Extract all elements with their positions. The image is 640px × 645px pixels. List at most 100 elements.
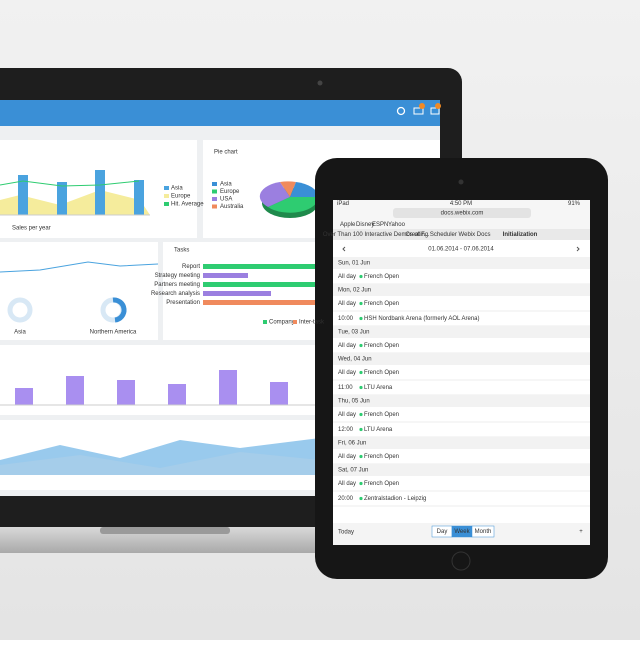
chat-icon[interactable] bbox=[430, 107, 440, 115]
bar bbox=[203, 264, 318, 269]
event-title[interactable]: LTU Arena bbox=[364, 427, 393, 433]
legend-swatch bbox=[212, 204, 217, 209]
event-dot bbox=[359, 412, 363, 417]
legend-label: Europe bbox=[220, 189, 240, 195]
nav-next[interactable] bbox=[576, 246, 580, 252]
event-title[interactable]: LTU Arena bbox=[364, 385, 393, 391]
event-dot bbox=[359, 301, 363, 306]
bar bbox=[95, 170, 105, 215]
day-label: Wed, 04 Jun bbox=[338, 357, 372, 363]
legend-label: Inter-task bbox=[299, 320, 325, 326]
event-time: All day bbox=[338, 343, 356, 349]
event-time: All day bbox=[338, 274, 356, 280]
day-label: Mon, 02 Jun bbox=[338, 288, 371, 294]
today-button[interactable]: Today bbox=[338, 530, 354, 536]
bookmark: Disney bbox=[356, 222, 374, 228]
panel-title: Pie chart bbox=[214, 150, 238, 156]
day-header bbox=[333, 464, 590, 476]
camera bbox=[317, 80, 323, 86]
event-time: All day bbox=[338, 481, 356, 487]
event-dot bbox=[359, 370, 363, 375]
event-title[interactable]: HSH Nordbank Arena (formerly AOL Arena) bbox=[364, 316, 480, 322]
pie-slice bbox=[268, 197, 319, 213]
area bbox=[0, 452, 320, 475]
bar bbox=[203, 282, 318, 287]
event-title[interactable]: French Open bbox=[364, 481, 399, 487]
tab: Over Than 100 Interactive Demos of F... bbox=[323, 232, 430, 238]
tab-bar bbox=[333, 229, 590, 240]
day-header bbox=[333, 353, 590, 365]
line bbox=[0, 261, 159, 273]
event-time: 11:00 bbox=[338, 385, 353, 391]
view-tab[interactable] bbox=[471, 525, 495, 538]
search-icon[interactable] bbox=[396, 106, 406, 116]
event-dot bbox=[359, 343, 363, 348]
bar bbox=[203, 300, 318, 305]
event-title[interactable]: French Open bbox=[364, 412, 399, 418]
panel-title: Tasks bbox=[174, 248, 189, 254]
tab: Creating Scheduler Webix Docs bbox=[406, 232, 491, 238]
status-time: 4:50 PM bbox=[450, 201, 472, 207]
nav-prev[interactable] bbox=[342, 246, 346, 252]
event-time: All day bbox=[338, 454, 356, 460]
url-field[interactable] bbox=[393, 208, 531, 218]
event-time: 20:00 bbox=[338, 496, 354, 502]
day-label: Tue, 03 Jun bbox=[338, 330, 369, 336]
day-header bbox=[333, 395, 590, 407]
legend-swatch bbox=[212, 182, 217, 186]
legend-swatch bbox=[293, 320, 297, 324]
task-label: Partners meeting bbox=[154, 282, 200, 288]
legend-swatch bbox=[212, 197, 217, 201]
task-label: Research analysis bbox=[151, 291, 200, 297]
event-title[interactable]: French Open bbox=[364, 274, 399, 280]
bookmark: Apple bbox=[340, 222, 356, 228]
legend-label: Asia bbox=[220, 182, 232, 188]
event-time: All day bbox=[338, 370, 356, 376]
event-time: All day bbox=[338, 301, 356, 307]
badge bbox=[435, 103, 441, 109]
legend-label: Company bbox=[269, 320, 295, 326]
event-title[interactable]: French Open bbox=[364, 370, 399, 376]
pie-slice bbox=[280, 181, 296, 197]
badge bbox=[419, 103, 425, 109]
status-battery: 91% bbox=[568, 201, 581, 207]
mail-icon[interactable] bbox=[413, 107, 424, 115]
event-dot bbox=[359, 496, 363, 501]
event-title[interactable]: French Open bbox=[364, 454, 399, 460]
donut bbox=[7, 297, 33, 323]
event-dot bbox=[359, 481, 363, 486]
date-range: 01.06.2014 - 07.06.2014 bbox=[428, 247, 494, 253]
legend-label: Australia bbox=[220, 204, 244, 210]
day-label: Sun, 01 Jun bbox=[338, 261, 370, 267]
event-dot bbox=[359, 454, 363, 459]
event-dot bbox=[359, 427, 363, 432]
donut-label: Northern America bbox=[90, 330, 137, 336]
day-label: Sat, 07 Jun bbox=[338, 468, 368, 474]
bar bbox=[18, 175, 28, 215]
home-button[interactable] bbox=[451, 551, 471, 571]
day-header bbox=[333, 284, 590, 296]
legend-label: Hit. Average bbox=[171, 202, 204, 208]
donut-label: Asia bbox=[14, 330, 26, 336]
add-button[interactable]: + bbox=[579, 529, 583, 535]
legend-swatch bbox=[212, 189, 217, 194]
pie-slice bbox=[290, 182, 319, 197]
bar bbox=[203, 273, 248, 278]
legend-label: Europe bbox=[171, 194, 191, 200]
event-title[interactable]: French Open bbox=[364, 343, 399, 349]
event-title[interactable]: French Open bbox=[364, 301, 399, 307]
camera bbox=[458, 179, 464, 185]
bar bbox=[134, 180, 144, 215]
laptop-notch bbox=[100, 527, 230, 534]
day-header bbox=[333, 257, 590, 269]
view-label: Day bbox=[437, 529, 448, 535]
view-label: Week bbox=[454, 529, 470, 535]
day-header bbox=[333, 326, 590, 338]
tab: Initialization bbox=[503, 232, 538, 238]
task-label: Presentation bbox=[166, 300, 200, 306]
bar bbox=[203, 291, 271, 296]
event-title[interactable]: Zentralstadion - Leipzig bbox=[364, 496, 426, 502]
legend-swatch bbox=[164, 202, 169, 206]
area bbox=[0, 190, 150, 215]
